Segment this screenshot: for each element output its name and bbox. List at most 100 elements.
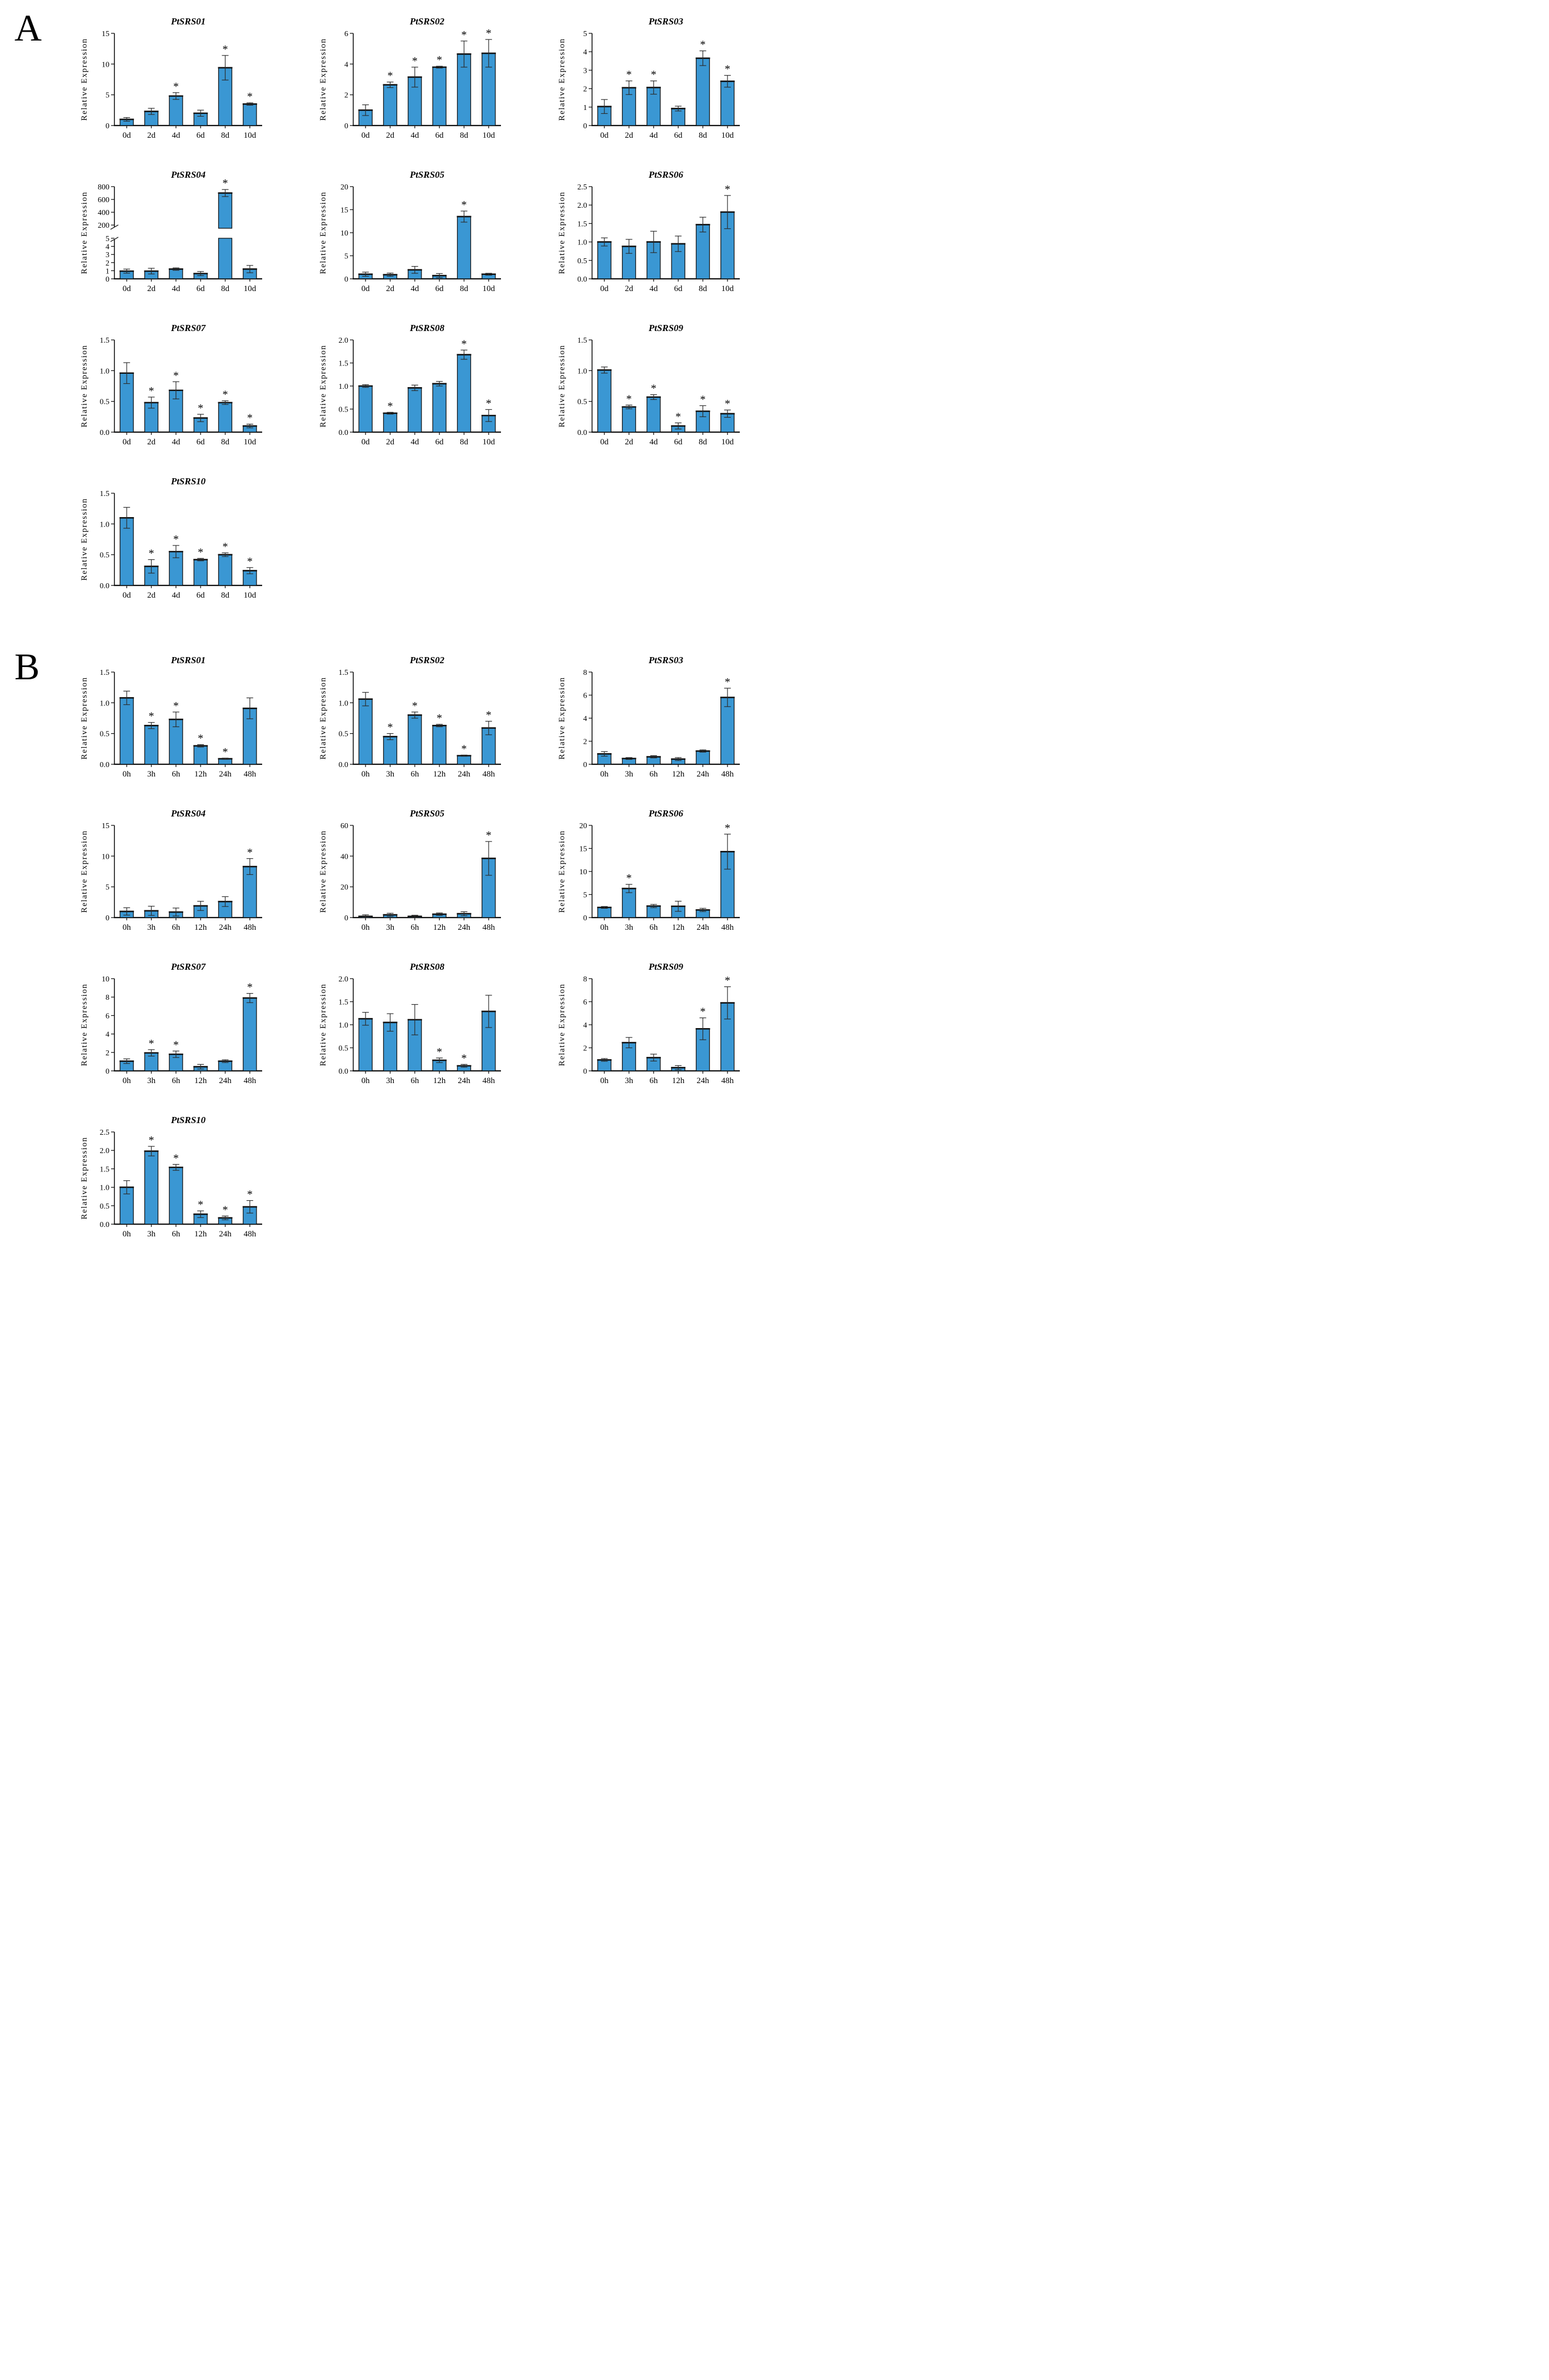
chart-cell-A-PtSRS07: PtSRS07 Relative Expression 0.0 0.5 1.0 1.5 0d… bbox=[78, 321, 267, 461]
y-axis-label: Relative Expression bbox=[319, 984, 328, 1066]
chart-cell-B-PtSRS06: PtSRS06 Relative Expression 0 5 10 15 20 0h * 3h 6… bbox=[555, 806, 744, 946]
significance-asterisk: * bbox=[626, 872, 632, 884]
y-tick-label: 1.5 bbox=[339, 669, 349, 677]
bar bbox=[695, 58, 710, 126]
significance-asterisk: * bbox=[486, 829, 492, 841]
y-tick-label: 5 bbox=[583, 30, 587, 38]
y-tick-label: 60 bbox=[340, 822, 348, 830]
x-tick-label: 0h bbox=[123, 770, 132, 779]
x-tick-label: 10d bbox=[244, 284, 257, 293]
x-tick-label: 0h bbox=[123, 923, 132, 932]
significance-asterisk: * bbox=[462, 1052, 467, 1064]
x-tick-label: 2d bbox=[625, 284, 634, 293]
y-axis-label: Relative Expression bbox=[80, 677, 89, 760]
x-tick-label: 2d bbox=[386, 284, 395, 293]
chart-cell-B-PtSRS09: PtSRS09 Relative Expression 0 2 4 6 8 0h 3h 6h 12h… bbox=[555, 960, 744, 1100]
x-tick-label: 12h bbox=[672, 1076, 685, 1085]
y-tick-label: 0 bbox=[583, 1068, 587, 1076]
y-tick-label: 6 bbox=[583, 999, 587, 1007]
chart-title: PtSRS10 bbox=[171, 1115, 206, 1125]
bar bbox=[621, 406, 636, 433]
y-tick-label: 15 bbox=[102, 822, 109, 830]
x-tick-label: 0d bbox=[123, 591, 132, 600]
y-tick-label: 5 bbox=[344, 253, 348, 261]
x-tick-label: 24h bbox=[458, 770, 470, 779]
y-tick-label: 5 bbox=[106, 884, 109, 892]
y-tick-label: 0.0 bbox=[578, 275, 588, 284]
x-tick-label: 8d bbox=[460, 438, 469, 447]
x-tick-label: 4d bbox=[410, 131, 419, 140]
significance-asterisk: * bbox=[223, 1204, 228, 1216]
bar bbox=[144, 725, 159, 765]
y-tick-label: 1.0 bbox=[339, 1021, 349, 1030]
significance-asterisk: * bbox=[247, 412, 253, 424]
y-tick-label: 1.0 bbox=[339, 383, 349, 391]
y-axis-label: Relative Expression bbox=[80, 498, 89, 581]
x-tick-label: 2d bbox=[147, 438, 156, 447]
x-tick-label: 3h bbox=[625, 770, 634, 779]
y-axis-label: Relative Expression bbox=[80, 38, 89, 121]
significance-asterisk: * bbox=[725, 676, 730, 688]
x-tick-label: 10d bbox=[721, 438, 734, 447]
x-tick-label: 3h bbox=[147, 1230, 156, 1239]
x-tick-label: 2d bbox=[386, 438, 395, 447]
y-tick-label: 0 bbox=[106, 275, 109, 284]
x-tick-label: 6h bbox=[172, 1230, 181, 1239]
significance-asterisk: * bbox=[486, 709, 492, 721]
x-tick-label: 8d bbox=[460, 284, 469, 293]
bar-chart-PtSRS03: PtSRS03 Relative Expression 0 1 2 3 4 5 0d * 2d * 4d… bbox=[558, 16, 740, 140]
significance-asterisk: * bbox=[247, 981, 253, 994]
x-tick-label: 3h bbox=[386, 923, 395, 932]
x-tick-label: 8d bbox=[699, 131, 708, 140]
x-tick-label: 6h bbox=[172, 1076, 181, 1085]
x-tick-label: 6h bbox=[649, 923, 658, 932]
bar bbox=[646, 397, 661, 433]
bar bbox=[218, 402, 233, 433]
y-tick-label: 1.5 bbox=[339, 999, 349, 1007]
significance-asterisk: * bbox=[462, 743, 467, 755]
y-tick-label: 2 bbox=[344, 92, 348, 100]
bar-chart-PtSRS01: PtSRS01 Relative Expression 0.0 0.5 1.0 1.5 0h… bbox=[80, 655, 262, 779]
y-tick-label: 1.5 bbox=[100, 337, 110, 345]
y-tick-label: 8 bbox=[583, 669, 587, 677]
bar bbox=[218, 238, 233, 279]
y-tick-label: 4 bbox=[583, 1021, 587, 1030]
x-tick-label: 2d bbox=[147, 131, 156, 140]
x-tick-label: 10d bbox=[483, 438, 495, 447]
x-tick-label: 3h bbox=[625, 923, 634, 932]
x-tick-label: 10d bbox=[483, 284, 495, 293]
x-tick-label: 10d bbox=[244, 131, 257, 140]
significance-asterisk: * bbox=[173, 369, 179, 382]
significance-asterisk: * bbox=[412, 700, 418, 712]
bar bbox=[193, 745, 208, 765]
significance-asterisk: * bbox=[725, 398, 730, 410]
significance-asterisk: * bbox=[700, 1006, 706, 1018]
bar-chart-PtSRS10: PtSRS10 Relative Expression 0.0 0.5 1.0 1.5 2.… bbox=[80, 1115, 262, 1239]
bar-chart-PtSRS06: PtSRS06 Relative Expression 0.0 0.5 1.0 1.5 2.… bbox=[558, 169, 740, 293]
significance-asterisk: * bbox=[173, 1152, 179, 1164]
bar-chart-PtSRS03: PtSRS03 Relative Expression 0 2 4 6 8 0h 3h 6h 12h… bbox=[558, 655, 740, 779]
x-tick-label: 10d bbox=[244, 591, 257, 600]
x-tick-label: 48h bbox=[483, 1076, 495, 1085]
significance-asterisk: * bbox=[486, 27, 492, 39]
x-tick-label: 4d bbox=[172, 591, 181, 600]
x-tick-label: 4d bbox=[172, 284, 181, 293]
y-axis-label: Relative Expression bbox=[319, 192, 328, 274]
x-tick-label: 8d bbox=[699, 284, 708, 293]
bar bbox=[621, 888, 636, 918]
x-tick-label: 0h bbox=[362, 923, 370, 932]
significance-asterisk: * bbox=[198, 402, 203, 414]
bar bbox=[119, 697, 134, 765]
x-tick-label: 6d bbox=[197, 131, 205, 140]
bar bbox=[597, 369, 611, 433]
significance-asterisk: * bbox=[486, 397, 492, 409]
y-tick-label: 4 bbox=[583, 715, 587, 723]
y-tick-label: 800 bbox=[98, 183, 109, 192]
panel-a-grid: PtSRS01 Relative Expression 0 5 10 15 0d 2d * 4d 6… bbox=[78, 14, 775, 614]
y-tick-label: 1.5 bbox=[339, 360, 349, 368]
x-tick-label: 24h bbox=[219, 1230, 232, 1239]
significance-asterisk: * bbox=[223, 177, 228, 189]
significance-asterisk: * bbox=[437, 712, 442, 724]
bar-chart-PtSRS05: PtSRS05 Relative Expression 0 5 10 15 20 0d 2d 4d… bbox=[319, 169, 501, 293]
x-tick-label: 3h bbox=[625, 1076, 634, 1085]
